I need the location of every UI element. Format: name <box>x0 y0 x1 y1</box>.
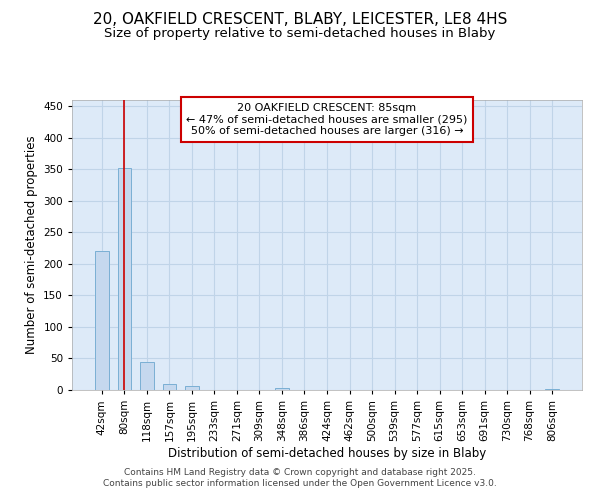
X-axis label: Distribution of semi-detached houses by size in Blaby: Distribution of semi-detached houses by … <box>168 446 486 460</box>
Y-axis label: Number of semi-detached properties: Number of semi-detached properties <box>25 136 38 354</box>
Text: Contains HM Land Registry data © Crown copyright and database right 2025.
Contai: Contains HM Land Registry data © Crown c… <box>103 468 497 487</box>
Bar <box>95 252 109 390</box>
Text: 20, OAKFIELD CRESCENT, BLABY, LEICESTER, LE8 4HS: 20, OAKFIELD CRESCENT, BLABY, LEICESTER,… <box>93 12 507 28</box>
Bar <box>275 388 289 390</box>
Bar <box>185 386 199 390</box>
Text: 20 OAKFIELD CRESCENT: 85sqm
← 47% of semi-detached houses are smaller (295)
50% : 20 OAKFIELD CRESCENT: 85sqm ← 47% of sem… <box>187 103 467 136</box>
Text: Size of property relative to semi-detached houses in Blaby: Size of property relative to semi-detach… <box>104 28 496 40</box>
Bar <box>118 168 131 390</box>
Bar <box>140 362 154 390</box>
Bar <box>163 384 176 390</box>
Bar <box>545 388 559 390</box>
